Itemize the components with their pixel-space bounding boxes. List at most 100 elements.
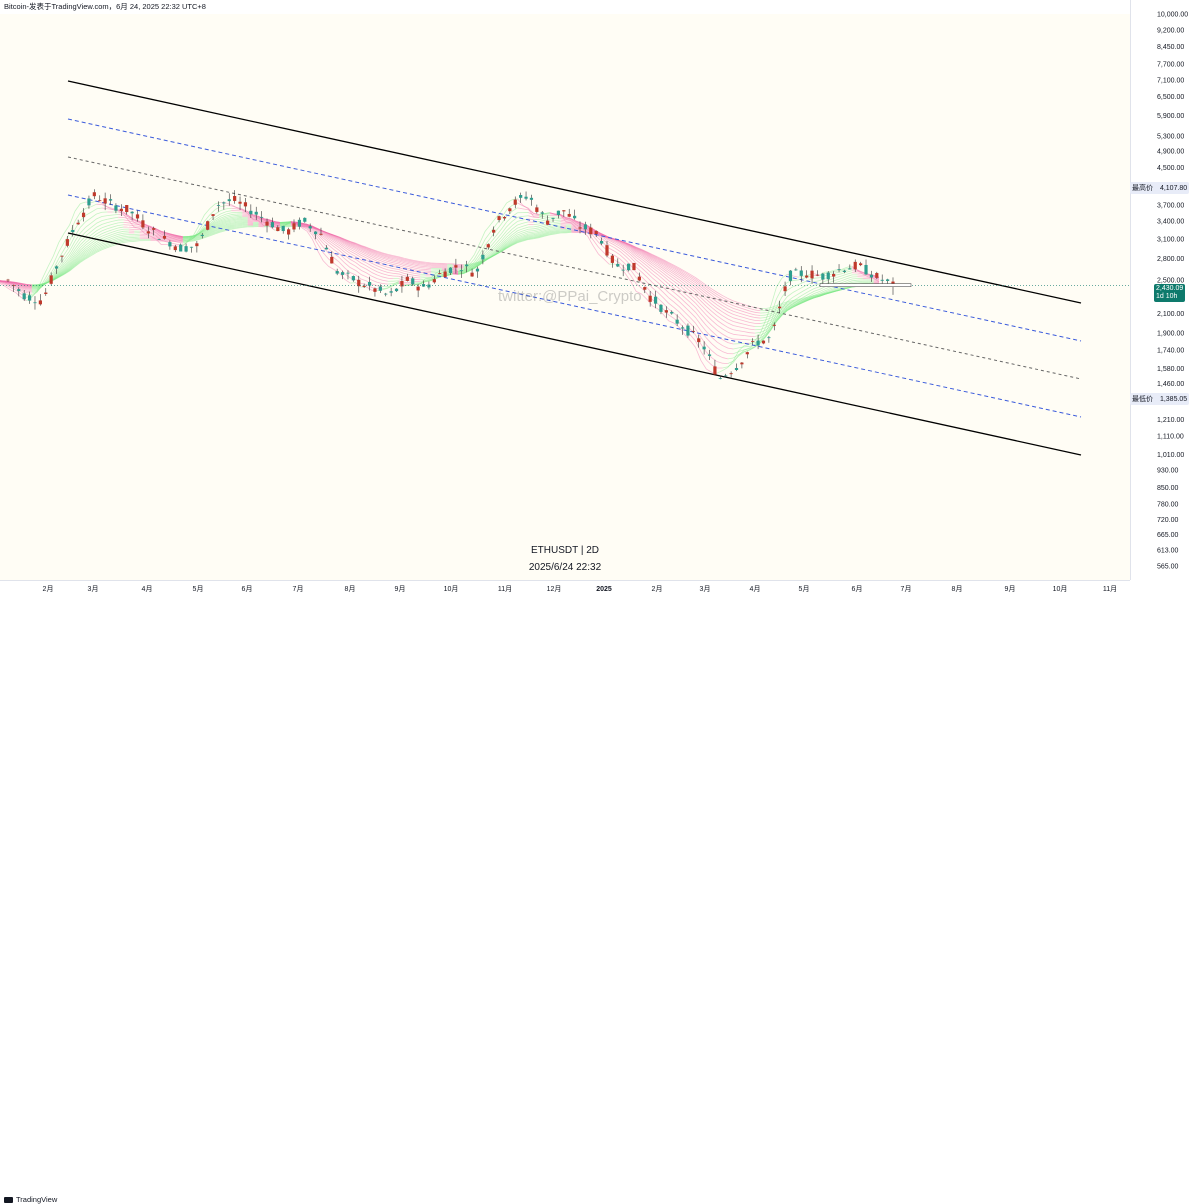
ribbon-segment — [501, 203, 506, 211]
ribbon-segment — [383, 274, 388, 276]
ribbon-segment — [113, 230, 118, 232]
y-tick-label: 1,010.00 — [1157, 452, 1184, 459]
candle — [816, 270, 819, 276]
ribbon-segment — [107, 215, 112, 216]
ribbon-segment — [723, 324, 728, 327]
ribbon-segment — [118, 229, 123, 230]
y-tick-label: 5,900.00 — [1157, 113, 1184, 120]
ribbon-segment — [723, 306, 728, 309]
ribbon-segment — [64, 251, 69, 259]
ribbon-segment — [728, 319, 733, 321]
ribbon-segment — [728, 358, 733, 359]
ribbon-segment — [215, 202, 220, 203]
ribbon-segment — [803, 288, 808, 291]
x-tick-label: 2月 — [43, 585, 54, 593]
ribbon-segment — [140, 230, 145, 231]
y-tick-label: 665.00 — [1157, 532, 1179, 539]
ribbon-segment — [118, 227, 123, 228]
ribbon-segment — [739, 331, 744, 332]
ribbon-segment — [793, 294, 798, 297]
ribbon-segment — [825, 279, 830, 281]
candle — [740, 362, 743, 368]
ribbon-segment — [787, 293, 792, 297]
ribbon-segment — [517, 220, 522, 221]
y-tick-label: 613.00 — [1157, 548, 1179, 555]
candle — [233, 190, 236, 204]
high-price-value: 4,107.80 — [1160, 185, 1187, 192]
ribbon-segment — [749, 322, 754, 323]
timestamp-label: 2025/6/24 22:32 — [0, 562, 1130, 573]
ribbon-segment — [550, 214, 555, 215]
ribbon-segment — [544, 226, 549, 227]
ribbon-segment — [776, 289, 781, 299]
ribbon-segment — [706, 315, 711, 320]
candle — [670, 310, 673, 314]
ribbon-segment — [388, 275, 393, 276]
ribbon-segment — [80, 222, 85, 228]
ribbon-segment — [728, 309, 733, 312]
ribbon-segment — [793, 280, 798, 281]
ribbon-segment — [388, 270, 393, 271]
ribbon-segment — [426, 267, 431, 268]
ribbon-segment — [749, 326, 754, 327]
ribbon-segment — [739, 307, 744, 309]
ribbon-segment — [744, 324, 749, 325]
ribbon-segment — [744, 315, 749, 317]
ribbon-segment — [366, 269, 371, 272]
ribbon-segment — [26, 290, 31, 291]
ribbon-segment — [388, 283, 393, 284]
ribbon-segment — [107, 234, 112, 236]
y-tick-label: 1,460.00 — [1157, 381, 1184, 388]
candle — [508, 208, 511, 214]
ribbon-segment — [145, 230, 150, 231]
candle — [859, 262, 862, 266]
ribbon-segment — [663, 268, 668, 272]
ribbon-segment — [534, 231, 539, 232]
ribbon-segment — [329, 266, 334, 269]
ribbon-segment — [215, 207, 220, 210]
ribbon-segment — [253, 217, 258, 218]
ribbon-segment — [658, 287, 663, 292]
ribbon-segment — [706, 369, 711, 372]
ribbon-segment — [701, 352, 706, 360]
ribbon-segment — [685, 277, 690, 281]
ribbon-segment — [221, 209, 226, 211]
ribbon-segment — [544, 213, 549, 214]
ribbon-segment — [377, 263, 382, 265]
candle — [595, 230, 598, 237]
y-tick-label: 2,800.00 — [1157, 256, 1184, 263]
ribbon-segment — [113, 225, 118, 227]
ribbon-segment — [642, 272, 647, 277]
ribbon-segment — [733, 314, 738, 316]
ribbon-segment — [388, 260, 393, 261]
ribbon-segment — [91, 204, 96, 207]
ribbon-segment — [739, 335, 744, 336]
candle — [400, 276, 403, 293]
ribbon-segment — [631, 255, 636, 260]
ribbon-segment — [539, 226, 544, 228]
ribbon-segment — [113, 234, 118, 236]
ribbon-segment — [80, 202, 85, 204]
y-tick-label: 1,580.00 — [1157, 366, 1184, 373]
ribbon-segment — [701, 325, 706, 332]
ribbon-segment — [555, 222, 560, 223]
ribbon-segment — [507, 200, 512, 203]
channel-line — [68, 157, 1081, 379]
ribbon-segment — [426, 263, 431, 264]
ribbon-segment — [663, 292, 668, 297]
ribbon-segment — [517, 208, 522, 209]
ribbon-segment — [690, 323, 695, 329]
ribbon-segment — [124, 222, 129, 223]
x-tick-label: 10月 — [1053, 585, 1068, 593]
x-tick-label: 3月 — [700, 585, 711, 593]
ribbon-segment — [372, 280, 377, 282]
ribbon-segment — [593, 246, 598, 254]
ribbon-segment — [620, 259, 625, 264]
ribbon-segment — [372, 269, 377, 272]
ribbon-segment — [231, 217, 236, 218]
x-tick-label: 9月 — [1005, 585, 1016, 593]
ribbon-segment — [755, 315, 760, 316]
ribbon-segment — [669, 284, 674, 288]
y-tick-label: 1,740.00 — [1157, 347, 1184, 354]
